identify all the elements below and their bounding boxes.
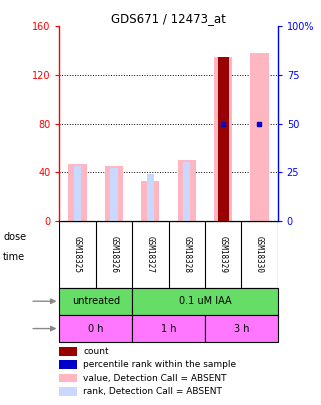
Text: GSM18329: GSM18329 [219, 236, 228, 273]
Bar [105, 166, 123, 221]
Bar [74, 166, 81, 221]
Bar [59, 315, 132, 342]
Text: percentile rank within the sample: percentile rank within the sample [83, 360, 237, 369]
Bar [183, 162, 190, 221]
Text: rank, Detection Call = ABSENT: rank, Detection Call = ABSENT [83, 387, 222, 396]
Bar [59, 288, 132, 315]
Bar [59, 374, 77, 382]
Bar [147, 174, 154, 221]
Bar [218, 57, 229, 221]
Bar [178, 160, 196, 221]
Bar [132, 288, 278, 315]
Text: dose: dose [3, 232, 26, 242]
Text: 3 h: 3 h [234, 324, 249, 334]
Bar [68, 164, 87, 221]
Text: time: time [3, 252, 25, 262]
Bar [59, 360, 77, 369]
Bar [205, 315, 278, 342]
Bar [59, 387, 77, 396]
Text: 0.1 uM IAA: 0.1 uM IAA [178, 296, 231, 306]
Text: count: count [83, 347, 109, 356]
Text: 1 h: 1 h [161, 324, 176, 334]
Text: GSM18330: GSM18330 [255, 236, 264, 273]
Text: value, Detection Call = ABSENT: value, Detection Call = ABSENT [83, 373, 227, 383]
Bar [59, 347, 77, 356]
Text: 0 h: 0 h [88, 324, 103, 334]
Text: GSM18328: GSM18328 [182, 236, 191, 273]
Text: GSM18325: GSM18325 [73, 236, 82, 273]
Bar [132, 315, 205, 342]
Bar [141, 181, 160, 221]
Title: GDS671 / 12473_at: GDS671 / 12473_at [111, 12, 226, 25]
Text: GSM18326: GSM18326 [109, 236, 118, 273]
Text: untreated: untreated [72, 296, 120, 306]
Bar [110, 168, 117, 221]
Bar [214, 57, 232, 221]
Text: GSM18327: GSM18327 [146, 236, 155, 273]
Bar [250, 53, 269, 221]
